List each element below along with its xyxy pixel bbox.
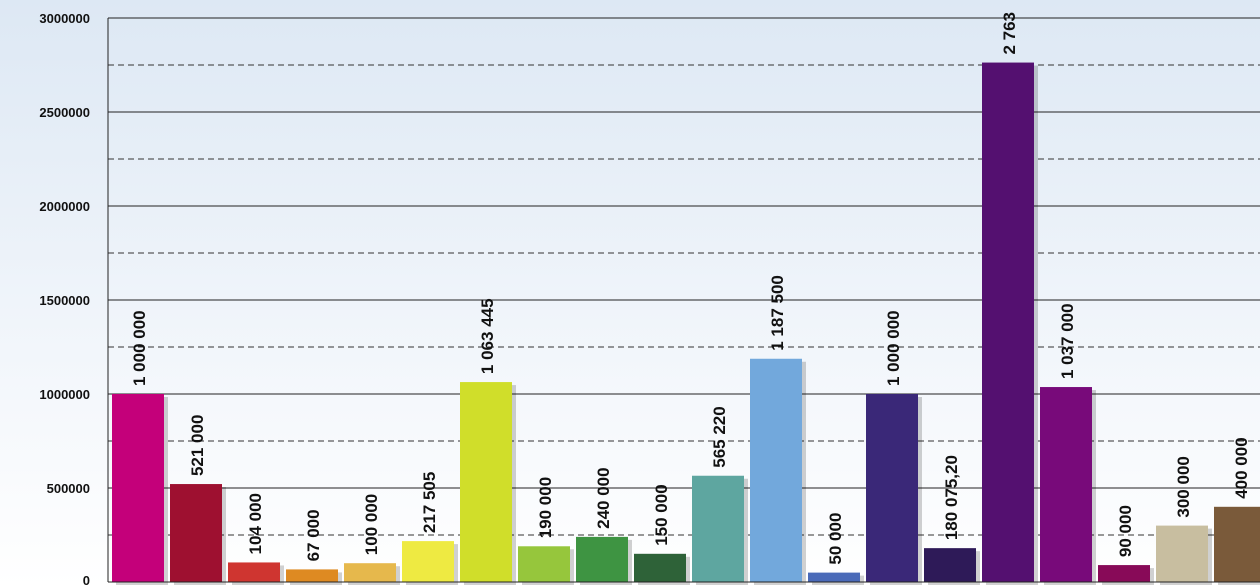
y-tick-label: 2500000 <box>39 105 90 120</box>
value-label: 217 505 <box>420 472 439 533</box>
value-label: 2 763 <box>1000 12 1019 55</box>
y-tick-label: 1500000 <box>39 293 90 308</box>
bar <box>808 573 860 582</box>
value-label: 50 000 <box>826 513 845 565</box>
y-tick-label: 3000000 <box>39 11 90 26</box>
y-tick-label: 2000000 <box>39 199 90 214</box>
bar <box>1214 507 1260 582</box>
y-tick-label: 500000 <box>47 481 90 496</box>
bar <box>576 537 628 582</box>
value-label: 1 037 000 <box>1058 303 1077 379</box>
value-label: 67 000 <box>304 509 323 561</box>
bar <box>866 394 918 582</box>
value-label: 1 000 000 <box>130 310 149 386</box>
bar <box>982 63 1034 582</box>
value-label: 400 000 <box>1232 437 1251 498</box>
bar <box>286 569 338 582</box>
bar <box>344 563 396 582</box>
value-label: 90 000 <box>1116 505 1135 557</box>
bar <box>692 476 744 582</box>
value-label: 521 000 <box>188 415 207 476</box>
chart: 0 500000 1000000 1500000 2000000 2500000 30000… <box>0 0 1260 587</box>
value-label: 1 187 500 <box>768 275 787 351</box>
y-tick-label: 1000000 <box>39 387 90 402</box>
value-label: 150 000 <box>652 484 671 545</box>
y-tick-label: 0 <box>83 573 90 587</box>
value-label: 300 000 <box>1174 456 1193 517</box>
bar <box>402 541 454 582</box>
bar <box>634 554 686 582</box>
value-label: 104 000 <box>246 493 265 554</box>
bar <box>460 382 512 582</box>
bar <box>750 359 802 582</box>
value-label: 1 000 000 <box>884 310 903 386</box>
value-label: 240 000 <box>594 467 613 528</box>
bar <box>170 484 222 582</box>
bar <box>1156 526 1208 582</box>
value-label: 565 220 <box>710 406 729 467</box>
value-label: 1 063 445 <box>478 298 497 374</box>
value-label: 100 000 <box>362 494 381 555</box>
bar <box>228 562 280 582</box>
bar <box>518 546 570 582</box>
value-label: 190 000 <box>536 477 555 538</box>
bar <box>924 548 976 582</box>
bar <box>1098 565 1150 582</box>
bar <box>1040 387 1092 582</box>
value-label: 180 075,20 <box>942 455 961 540</box>
bar <box>112 394 164 582</box>
